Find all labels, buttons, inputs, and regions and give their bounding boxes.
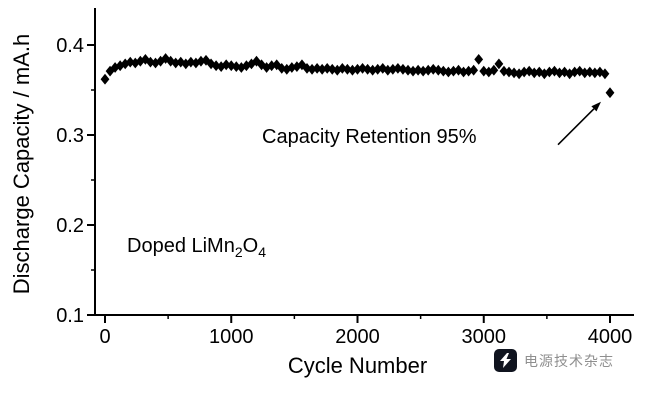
svg-text:0.2: 0.2 bbox=[56, 215, 84, 237]
svg-text:0.3: 0.3 bbox=[56, 125, 84, 147]
svg-text:1000: 1000 bbox=[209, 326, 254, 348]
watermark-logo-icon bbox=[494, 349, 517, 372]
svg-text:0.1: 0.1 bbox=[56, 305, 84, 327]
y-axis-title: Discharge Capacity / mA.h bbox=[9, 33, 34, 295]
sample-label-sub-4: 4 bbox=[258, 244, 266, 260]
watermark-text: 电源技术杂志 bbox=[524, 352, 614, 369]
svg-text:2000: 2000 bbox=[335, 326, 380, 348]
capacity-retention-annotation: Capacity Retention 95% bbox=[262, 126, 477, 148]
svg-text:4000: 4000 bbox=[588, 326, 633, 348]
watermark: 电源技术杂志 bbox=[494, 349, 614, 372]
sample-label: Doped LiMn2O4 bbox=[127, 235, 266, 260]
sample-label-prefix: Doped LiMn bbox=[127, 235, 235, 257]
svg-text:0.4: 0.4 bbox=[56, 35, 84, 57]
x-axis-title: Cycle Number bbox=[287, 353, 428, 378]
sample-label-mid: O bbox=[242, 235, 259, 257]
sample-label-sub-2: 2 bbox=[234, 244, 243, 260]
svg-text:3000: 3000 bbox=[462, 326, 507, 348]
lightning-icon bbox=[500, 353, 511, 368]
svg-text:0: 0 bbox=[99, 326, 110, 348]
